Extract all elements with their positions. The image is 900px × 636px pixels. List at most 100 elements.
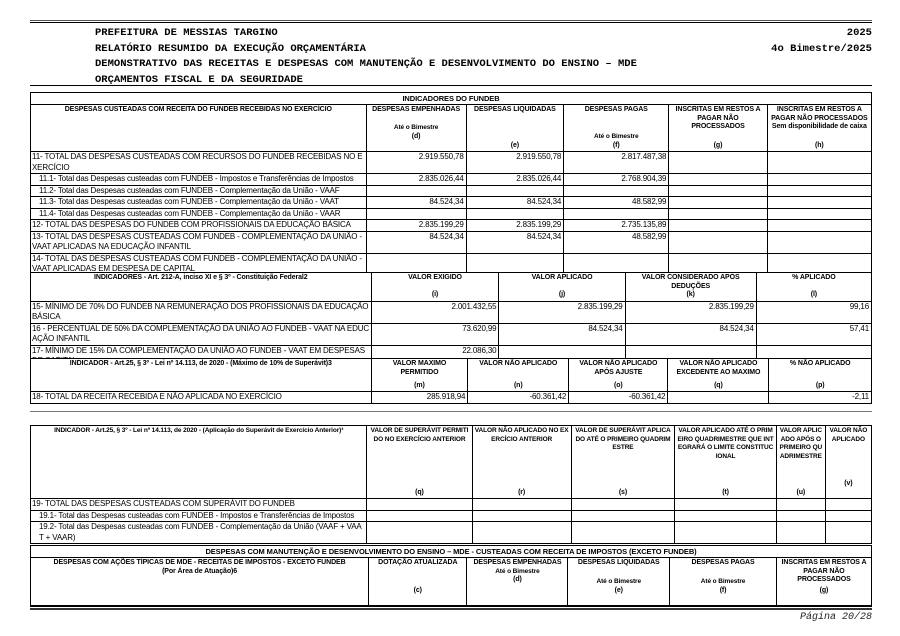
cell-value — [465, 184, 565, 197]
table-row: INDICADORES - Art. 212-A, inciso XI e § … — [30, 272, 873, 302]
row-label: 11- TOTAL DAS DESPESAS CUSTEADAS COM REC… — [30, 151, 367, 174]
cell-value — [674, 521, 777, 544]
col-header-pct-nao-aplicado: % NÃO APLICADO (p) — [768, 358, 872, 392]
report-year: 2025 — [846, 27, 872, 39]
col-header-despesas-pagas: DESPESAS PAGAS Até o Bimestre (f) — [669, 557, 777, 606]
table-superavit-maximo: INDICADOR - Art.25, § 3º - Lei nº 14.113… — [30, 358, 872, 404]
cell-value — [570, 498, 676, 511]
cell-value — [563, 184, 670, 197]
cell-value: 2.835.199,29 — [624, 300, 757, 324]
table-row: 19.1- Total das Despesas custeadas com F… — [29, 509, 873, 522]
col-header-despesas-empenhadas: DESPESAS EMPENHADAS Até o Bimestre (d) — [466, 557, 569, 606]
cell-value — [471, 509, 572, 522]
cell-value: 2.835.199,29 — [498, 300, 626, 324]
header-line-4: ORÇAMENTOS FISCAL E DA SEGURIDADE — [30, 73, 872, 89]
row-label: 15- MÍNIMO DE 70% DO FUNDEB NA REMUNERAÇ… — [30, 300, 372, 324]
report-name: RELATÓRIO RESUMIDO DA EXECUÇÃO ORÇAMENTÁ… — [95, 42, 366, 55]
cell-value: 2.835.199,29 — [465, 219, 565, 232]
cell-value — [824, 498, 873, 511]
col-header-nao-aplicado-exercicio-anterior: VALOR NÃO APLICADO NO EXERCÍCIO ANTERIOR… — [471, 425, 572, 499]
cell-value — [471, 521, 572, 544]
cell-value: 99,16 — [755, 300, 873, 324]
cell-value: 48.582,99 — [563, 230, 670, 254]
page-number: Página 20/28 — [799, 612, 872, 623]
col-header-desc: DESPESAS COM AÇÕES TÍPICAS DE MDE - RECE… — [29, 557, 370, 606]
col-header-aplicado-ate-primeiro-quadrimestre: VALOR DE SUPERÁVIT APLICADO ATÉ O PRIMEI… — [570, 425, 676, 499]
table-row: INDICADOR - Art.25, § 3º - Lei nº 14.113… — [29, 425, 873, 499]
col-header-dotacao-atualizada: DOTAÇÃO ATUALIZADA (c) — [368, 557, 468, 606]
row-label: 19.1- Total das Despesas custeadas com F… — [29, 509, 368, 522]
report-title: DEMONSTRATIVO DAS RECEITAS E DESPESAS CO… — [95, 58, 637, 70]
cell-value: 84.524,34 — [465, 230, 565, 254]
cell-value — [766, 151, 873, 174]
cell-value: -2,11 — [768, 391, 872, 404]
table-mde-title: DESPESAS COM MANUTENÇÃO E DESENVOLVIMENT… — [30, 545, 872, 558]
cell-value: -60.361,42 — [467, 391, 570, 404]
table-row: 18- TOTAL DA RECEITA RECEBIDA E NÃO APLI… — [30, 391, 872, 404]
col-header-valor-nao-aplicado: VALOR NÃO APLICADO (n) — [467, 358, 570, 392]
col-header-restos-a-pagar: INSCRITAS EM RESTOS A PAGAR NÃO PROCESSA… — [775, 557, 873, 606]
cell-value — [365, 184, 467, 197]
table-row: 11- TOTAL DAS DESPESAS CUSTEADAS COM REC… — [30, 151, 873, 174]
col-header-valor-exigido: VALOR EXIGIDO (i) — [370, 272, 500, 302]
col-header-despesas-liquidadas: DESPESAS LIQUIDADAS Até o Bimestre (e) — [567, 557, 671, 606]
cell-value — [668, 230, 768, 254]
cell-value — [775, 521, 826, 544]
cell-value — [465, 207, 565, 220]
cell-value: 2.835.026,44 — [365, 173, 467, 186]
cell-value: 2.835.026,44 — [465, 173, 565, 186]
cell-value — [366, 509, 473, 522]
cell-value: 2.835.199,29 — [365, 219, 467, 232]
col-header-valor-maximo-permitido: VALOR MAXIMO PERMITIDO (m) — [370, 358, 469, 392]
cell-value: 2.817.487,38 — [563, 151, 670, 174]
col-header-restos-sem-disponibilidade: INSCRITAS EM RESTOS A PAGAR NÃO PROCESSA… — [766, 104, 873, 152]
col-header-desc: INDICADOR - Art.25, § 3º - Lei nº 14.113… — [29, 425, 368, 499]
cell-value — [570, 521, 676, 544]
cell-value — [674, 498, 777, 511]
cell-value — [775, 509, 826, 522]
col-header-desc: INDICADORES - Art. 212-A, inciso XI e § … — [30, 272, 372, 302]
table-row: INDICADOR - Art.25, § 3º - Lei nº 14.113… — [30, 358, 872, 392]
row-label: 11.4- Total das Despesas custeadas com F… — [30, 207, 367, 220]
cell-value: 2.768.904,39 — [563, 173, 670, 186]
cell-value — [366, 521, 473, 544]
cell-value — [766, 196, 873, 209]
col-header-pct-aplicado: % APLICADO (l) — [755, 272, 873, 302]
row-label: 19- TOTAL DAS DESPESAS CUSTEADAS COM SUP… — [29, 498, 368, 511]
row-label: 11.3- Total das Despesas custeadas com F… — [30, 196, 367, 209]
table-fundeb-indicators: INDICADORES DO FUNDEB DESPESAS CUSTEADAS… — [30, 92, 873, 276]
table-row: DESPESAS COM AÇÕES TÍPICAS DE MDE - RECE… — [29, 557, 873, 606]
table-row: 16 - PERCENTUAL DE 50% DA COMPLEMENTAÇÃO… — [30, 322, 873, 346]
report-header: PREFEITURA DE MESSIAS TARGINO 2025 RELAT… — [30, 26, 872, 88]
table-row: 12- TOTAL DAS DESPESAS DO FUNDEB COM PRO… — [30, 219, 873, 232]
table-row: 15- MÍNIMO DE 70% DO FUNDEB NA REMUNERAÇ… — [30, 300, 873, 324]
cell-value — [668, 184, 768, 197]
table-row: 11.3- Total das Despesas custeadas com F… — [30, 196, 873, 209]
col-header-despesas-empenhadas: DESPESAS EMPENHADAS Até o Bimestre (d) — [365, 104, 467, 152]
cell-value — [766, 230, 873, 254]
table-row: DESPESAS CUSTEADAS COM RECEITA DO FUNDEB… — [30, 104, 873, 152]
top-rule — [30, 20, 872, 23]
cell-value — [668, 196, 768, 209]
row-label: 11.2- Total das Despesas custeadas com F… — [30, 184, 367, 197]
cell-value — [667, 391, 770, 404]
report-period: 4o Bimestre/2025 — [771, 42, 872, 55]
cell-value — [766, 184, 873, 197]
table-row: 19- TOTAL DAS DESPESAS CUSTEADAS COM SUP… — [29, 498, 873, 511]
col-header-restos-a-pagar: INSCRITAS EM RESTOS A PAGAR NÃO PROCESSA… — [668, 104, 768, 152]
col-header-desc: INDICADOR - Art.25, § 3º - Lei nº 14.113… — [30, 358, 372, 392]
col-header-despesas-liquidadas: DESPESAS LIQUIDADAS (e) — [465, 104, 565, 152]
cell-value — [775, 498, 826, 511]
row-label: 18- TOTAL DA RECEITA RECEBIDA E NÃO APLI… — [30, 391, 372, 404]
cell-value: 73.620,99 — [370, 322, 500, 346]
cell-value: 2.001.432,55 — [370, 300, 500, 324]
table-fundeb-title: INDICADORES DO FUNDEB — [30, 92, 872, 105]
cell-value — [365, 207, 467, 220]
table-mde-impostos: DESPESAS COM MANUTENÇÃO E DESENVOLVIMENT… — [29, 545, 873, 606]
table-row: 11.1- Total das Despesas custeadas com F… — [30, 173, 873, 186]
cell-value — [766, 219, 873, 232]
table-row: INDICADORES DO FUNDEB — [30, 92, 872, 105]
bottom-rule — [30, 606, 872, 610]
cell-value — [668, 219, 768, 232]
cell-value: 2.919.550,78 — [365, 151, 467, 174]
